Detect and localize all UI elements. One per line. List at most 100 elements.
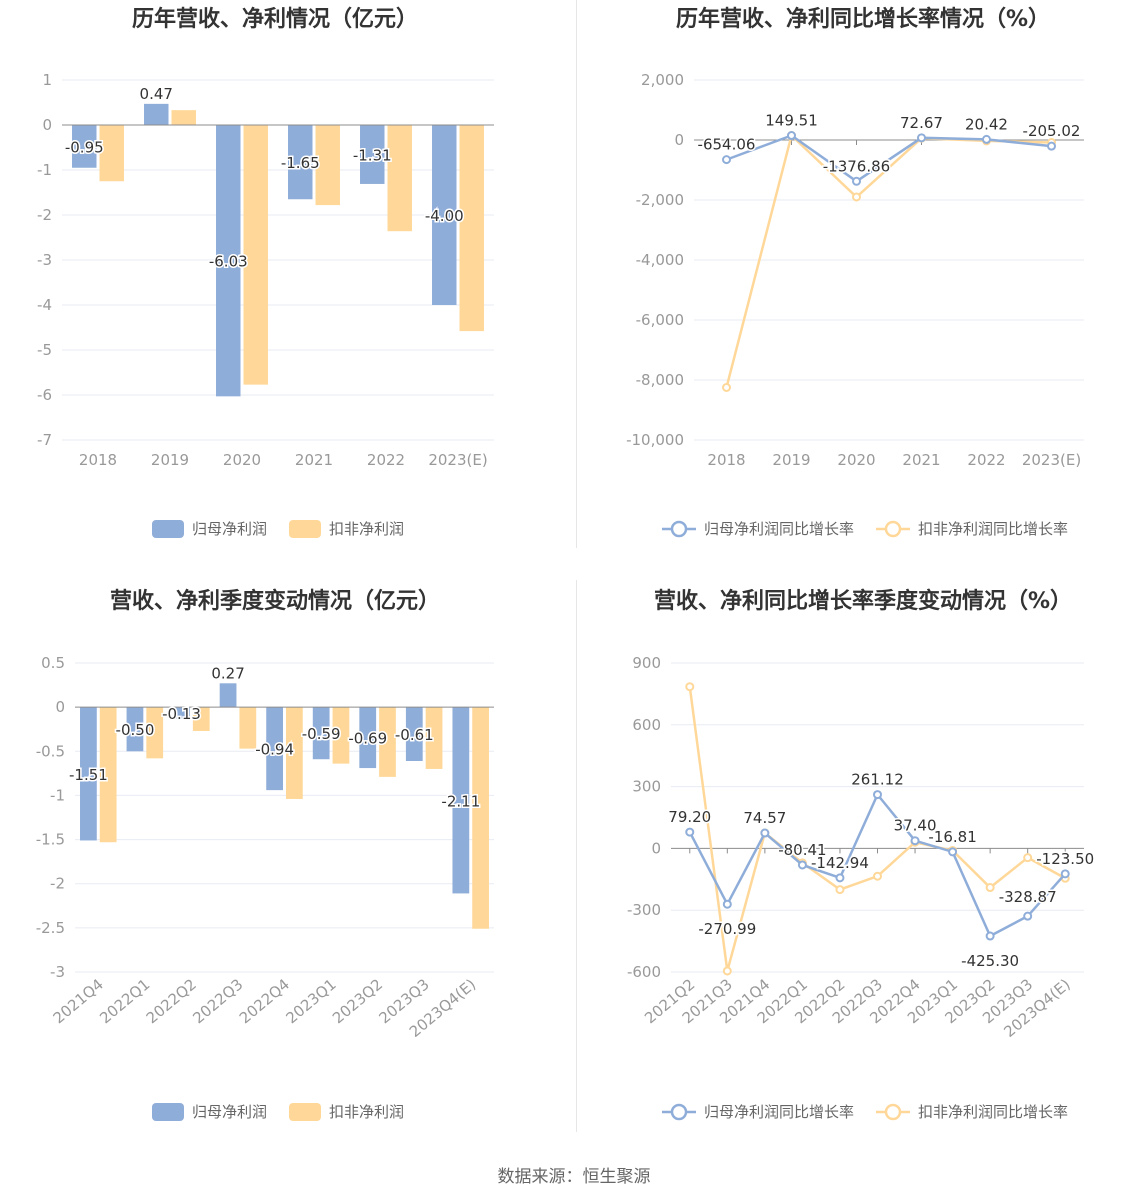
y-tick-label: -2,000 xyxy=(636,191,684,209)
legend-label: 扣非净利润 xyxy=(329,520,404,538)
x-tick-label: 2022Q1 xyxy=(96,975,153,1027)
data-label: -270.99 xyxy=(698,920,756,938)
data-point xyxy=(1023,853,1033,863)
data-label: -1.51 xyxy=(69,766,108,784)
y-tick-label: 0.5 xyxy=(41,654,65,672)
data-label: 149.51 xyxy=(765,112,818,130)
y-tick-label: -2.5 xyxy=(36,919,65,937)
y-tick-label: -2 xyxy=(50,875,65,893)
data-point xyxy=(1047,141,1056,151)
chart-annual-growth: 历年营收、净利同比增长率情况（%） 2,000 0 -2,000 -4,000 -6,00… xyxy=(577,0,1148,560)
y-tick-label: -1 xyxy=(37,161,52,179)
y-tick-label: -10,000 xyxy=(626,431,684,449)
data-label: -1376.86 xyxy=(823,157,890,175)
data-label: -205.02 xyxy=(1023,122,1081,140)
bar-parent-net-profit xyxy=(405,707,423,761)
bar-parent-net-profit xyxy=(72,125,97,168)
y-tick-label: 600 xyxy=(632,716,661,734)
data-label: 0.47 xyxy=(140,85,173,103)
data-label: -142.94 xyxy=(811,854,869,872)
x-tick-label: 2023(E) xyxy=(428,451,487,469)
y-tick-label: 1 xyxy=(42,71,52,89)
legend-label: 归母净利润 xyxy=(192,520,267,538)
x-tick-label: 2020 xyxy=(223,451,261,469)
bar-parent-net-profit xyxy=(173,707,190,719)
legend-label: 归母净利润同比增长率 xyxy=(704,520,854,538)
data-label: -0.94 xyxy=(255,741,294,759)
x-tick-label: 2023Q2 xyxy=(329,975,386,1027)
y-tick-label: -3 xyxy=(50,963,65,981)
y-tick-label: -1 xyxy=(50,786,65,804)
vertical-divider-bottom xyxy=(576,580,577,1132)
chart-title: 营收、净利同比增长率季度变动情况（%） xyxy=(654,588,1072,614)
y-tick-label: -4,000 xyxy=(636,251,684,269)
data-source: 数据来源：恒生聚源 xyxy=(497,1167,651,1187)
x-tick-label: 2021 xyxy=(295,451,333,469)
bar-parent-net-profit xyxy=(216,125,241,397)
bar-deducted-net-profit xyxy=(387,125,412,232)
quarterly-growth-line-chart: 营收、净利同比增长率季度变动情况（%）9006003000-300-600202… xyxy=(627,588,1096,1121)
bar-deducted-net-profit xyxy=(315,125,340,206)
x-tick-label: 2022 xyxy=(967,451,1005,469)
data-point xyxy=(722,383,731,392)
legend-label: 扣非净利润 xyxy=(329,1103,404,1121)
x-tick-label: 2019 xyxy=(151,451,189,469)
chart-title: 营收、净利季度变动情况（亿元） xyxy=(110,588,440,614)
y-tick-label: -0.5 xyxy=(36,742,65,760)
data-point xyxy=(722,155,731,165)
data-point xyxy=(835,873,845,883)
x-tick-label: 2023(E) xyxy=(1022,451,1081,469)
data-point xyxy=(685,682,695,692)
data-label: -0.69 xyxy=(348,730,387,748)
bar-deducted-net-profit xyxy=(459,125,484,332)
y-tick-label: 2,000 xyxy=(641,71,684,89)
bar-deducted-net-profit xyxy=(472,707,489,929)
x-tick-label: 2022Q2 xyxy=(143,975,200,1027)
y-tick-label: -3 xyxy=(37,251,52,269)
data-label: -16.81 xyxy=(928,828,976,846)
y-tick-label: -300 xyxy=(627,901,661,919)
bar-parent-net-profit xyxy=(126,707,144,752)
bar-parent-net-profit xyxy=(312,707,330,760)
legend-swatch xyxy=(289,1103,321,1121)
data-label: -0.13 xyxy=(162,705,201,723)
data-point xyxy=(722,966,732,976)
bar-deducted-net-profit xyxy=(99,125,124,182)
data-label: 74.57 xyxy=(743,809,786,827)
annual-growth-line-chart: 历年营收、净利同比增长率情况（%） 2,000 0 -2,000 -4,000 -6,00… xyxy=(626,6,1084,538)
legend-marker xyxy=(884,520,902,538)
y-tick-label: -2 xyxy=(37,206,52,224)
legend-marker xyxy=(670,1103,688,1121)
legend-marker xyxy=(670,520,688,538)
chart-annual-profit: 历年营收、净利情况（亿元） 1 0 -1 -2 -3 -4 -5 -6 -7 2018 2019 202… xyxy=(0,0,576,560)
y-tick-label: 0 xyxy=(674,131,684,149)
data-point xyxy=(1060,869,1070,879)
data-label: -4.00 xyxy=(425,207,464,225)
data-label: 0.27 xyxy=(211,664,244,682)
bar-parent-net-profit xyxy=(288,125,313,200)
chart-title: 历年营收、净利同比增长率情况（%） xyxy=(676,6,1050,32)
vertical-divider-top xyxy=(576,0,577,548)
data-point xyxy=(982,134,991,144)
data-label: 72.67 xyxy=(900,114,943,132)
data-point xyxy=(985,883,995,893)
bar-parent-net-profit xyxy=(144,103,169,125)
data-point xyxy=(873,790,882,800)
data-label: 20.42 xyxy=(965,115,1008,133)
legend-label: 归母净利润同比增长率 xyxy=(704,1103,854,1121)
bar-deducted-net-profit xyxy=(99,707,117,843)
x-tick-label: 2021 xyxy=(902,451,940,469)
data-label: 37.40 xyxy=(894,817,937,835)
data-point xyxy=(1023,911,1033,921)
y-tick-label: 0 xyxy=(651,839,661,857)
data-point xyxy=(722,899,732,909)
data-label: -654.06 xyxy=(698,136,756,154)
x-tick-label: 2022 xyxy=(367,451,405,469)
bar-deducted-net-profit xyxy=(192,707,210,731)
data-label: -1.31 xyxy=(353,146,392,164)
x-tick-label: 2021Q4 xyxy=(50,975,107,1027)
chart-quarterly-profit: 营收、净利季度变动情况（亿元） 0.5 0 -0.5 -1 -1.5 -2 -2.5 -3 202… xyxy=(0,580,576,1140)
data-point xyxy=(685,827,695,837)
x-tick-label: 2022Q4 xyxy=(236,975,293,1027)
data-label: -0.61 xyxy=(395,726,434,744)
